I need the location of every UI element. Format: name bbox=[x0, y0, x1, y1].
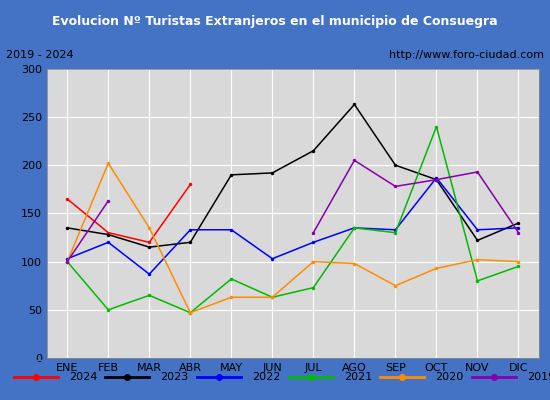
Text: 2020: 2020 bbox=[436, 372, 464, 382]
Text: 2023: 2023 bbox=[161, 372, 189, 382]
Text: 2022: 2022 bbox=[252, 372, 280, 382]
Text: 2019 - 2024: 2019 - 2024 bbox=[6, 50, 73, 60]
Text: 2019: 2019 bbox=[527, 372, 550, 382]
Text: 2021: 2021 bbox=[344, 372, 372, 382]
Text: 2024: 2024 bbox=[69, 372, 97, 382]
Text: http://www.foro-ciudad.com: http://www.foro-ciudad.com bbox=[389, 50, 544, 60]
Text: Evolucion Nº Turistas Extranjeros en el municipio de Consuegra: Evolucion Nº Turistas Extranjeros en el … bbox=[52, 14, 498, 28]
